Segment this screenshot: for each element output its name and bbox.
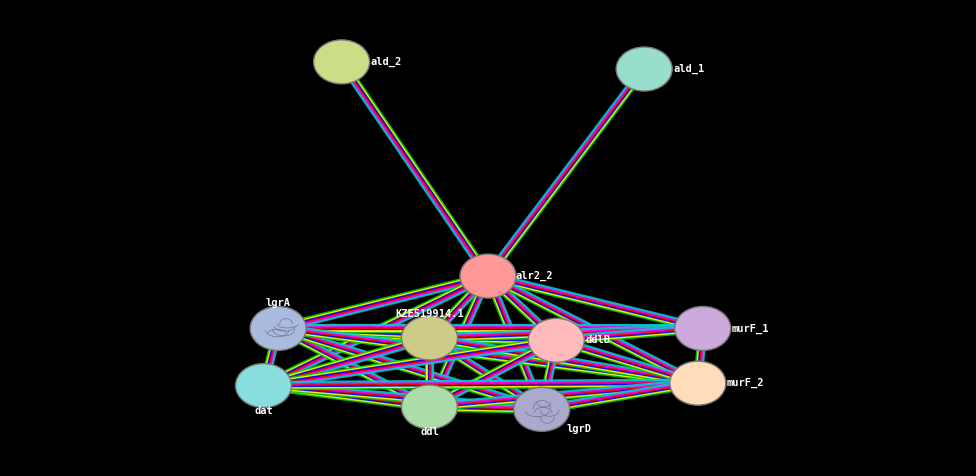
- Ellipse shape: [313, 40, 370, 84]
- Text: KZE519914.1: KZE519914.1: [395, 309, 464, 319]
- Text: ald_1: ald_1: [673, 64, 705, 74]
- Text: lgrA: lgrA: [265, 298, 291, 308]
- Text: dat: dat: [254, 406, 273, 416]
- Ellipse shape: [460, 254, 516, 298]
- Ellipse shape: [401, 385, 458, 429]
- Ellipse shape: [401, 316, 458, 360]
- Text: murF_2: murF_2: [727, 378, 764, 388]
- Text: murF_1: murF_1: [732, 323, 769, 334]
- Text: ddlB: ddlB: [586, 335, 611, 346]
- Text: ald_2: ald_2: [371, 57, 402, 67]
- Ellipse shape: [674, 307, 731, 350]
- Ellipse shape: [235, 364, 292, 407]
- Ellipse shape: [513, 387, 570, 431]
- Ellipse shape: [616, 47, 672, 91]
- Ellipse shape: [250, 307, 306, 350]
- Text: alr2_2: alr2_2: [515, 271, 552, 281]
- Text: ddl: ddl: [420, 427, 439, 437]
- Ellipse shape: [670, 361, 726, 405]
- Text: lgrD: lgrD: [566, 424, 591, 434]
- Ellipse shape: [528, 318, 585, 362]
